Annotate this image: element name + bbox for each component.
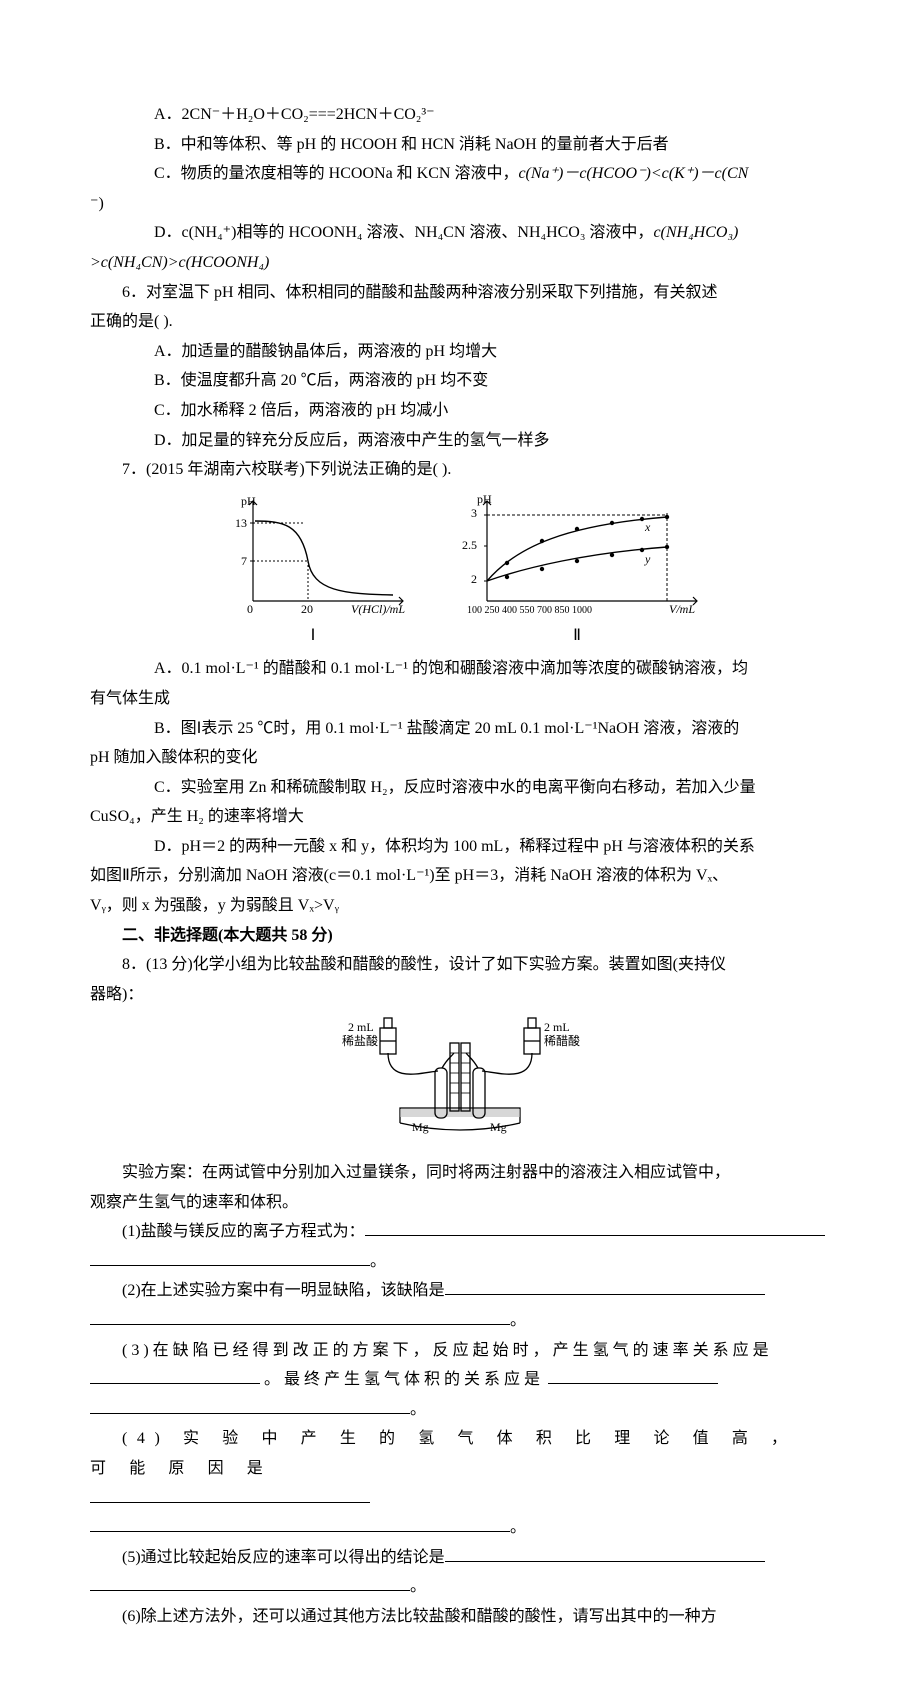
chart2-ytick-25: 2.5	[462, 538, 477, 552]
q8-stem-2: 器略)：	[90, 980, 830, 1010]
q6-stem-a: 6．对室温下 pH 相同、体积相同的醋酸和盐酸两种溶液分别采取下列措施，有关叙述	[90, 278, 830, 308]
q8-p5-text: (5)通过比较起始反应的速率可以得出的结论是	[122, 1549, 445, 1566]
q5-opt-c-pre: C．物质的量浓度相等的 HCOONa 和 KCN 溶液中，	[154, 165, 518, 182]
q5-opt-a: A．2CN⁻＋H₂O＋CO₂===2HCN＋CO₂³⁻	[90, 100, 830, 130]
q8-p2-text: (2)在上述实验方案中有一明显缺陷，该缺陷是	[122, 1282, 445, 1299]
chart1-origin: 0	[247, 602, 253, 616]
blank-field[interactable]	[90, 1395, 410, 1414]
chart-2-svg: pH 3 2.5 2 100 250 400 550 700 850 1000 …	[447, 491, 707, 621]
q8-p5: (5)通过比较起始反应的速率可以得出的结论是	[90, 1543, 830, 1573]
q8-p3b-text: 。最终产生氢气体积的关系应是	[264, 1371, 544, 1388]
chart2-ytick-2: 2	[471, 572, 477, 586]
q7-opt-b1: B．图Ⅰ表示 25 ℃时，用 0.1 mol·L⁻¹ 盐酸滴定 20 mL 0.…	[90, 714, 830, 744]
chart1-ytick-7: 7	[241, 554, 247, 568]
q7-stem: 7．(2015 年湖南六校联考)下列说法正确的是( ).	[90, 455, 830, 485]
q5-opt-b: B．中和等体积、等 pH 的 HCOOH 和 HCN 消耗 NaOH 的量前者大…	[90, 130, 830, 160]
q7-opt-b2: pH 随加入酸体积的变化	[90, 743, 830, 773]
q5-opt-d-pre: D．c(NH₄⁺)相等的 HCOONH₄ 溶液、NH₄CN 溶液、NH₄HCO₃…	[154, 224, 653, 241]
chart1-caption: Ⅰ	[213, 621, 413, 651]
q5-opt-d: D．c(NH₄⁺)相等的 HCOONH₄ 溶液、NH₄CN 溶液、NH₄HCO₃…	[90, 218, 830, 248]
q8-p4: (4) 实 验 中 产 生 的 氢 气 体 积 比 理 论 值 高 ， 可 能 …	[90, 1424, 830, 1483]
blank-field[interactable]	[90, 1366, 260, 1385]
q7-opt-c1: C．实验室用 Zn 和稀硫酸制取 H₂，反应时溶液中水的电离平衡向右移动，若加入…	[90, 773, 830, 803]
chart2-ytick-3: 3	[471, 506, 477, 520]
q8-p1: (1)盐酸与镁反应的离子方程式为：	[90, 1217, 830, 1247]
app-right-a: 2 mL	[544, 1020, 570, 1034]
q7-opt-d2: 如图Ⅱ所示，分别滴加 NaOH 溶液(c＝0.1 mol·L⁻¹)至 pH＝3，…	[90, 861, 830, 891]
apparatus-svg: 2 mL 稀盐酸 2 mL 稀醋酸 Mg Mg	[330, 1013, 590, 1143]
q6-opt-a: A．加适量的醋酸钠晶体后，两溶液的 pH 均增大	[90, 337, 830, 367]
q7-opt-d3: Vᵧ，则 x 为强酸，y 为弱酸且 Vₓ>Vᵧ	[90, 891, 830, 921]
q8-p4-line3: 。	[90, 1513, 830, 1543]
app-left-a: 2 mL	[348, 1020, 374, 1034]
chart2-xlabel: V/mL	[669, 602, 695, 616]
q5-opt-d-line2: >c(NH₄CN)>c(HCOONH₄)	[90, 248, 830, 278]
q8-apparatus: 2 mL 稀盐酸 2 mL 稀醋酸 Mg Mg	[90, 1013, 830, 1154]
q8-p5-line2: 。	[90, 1572, 830, 1602]
q8-p6: (6)除上述方法外，还可以通过其他方法比较盐酸和醋酸的酸性，请写出其中的一种方	[90, 1602, 830, 1632]
q8-p1-line2: 。	[90, 1247, 830, 1277]
blank-field[interactable]	[90, 1573, 410, 1592]
q5-opt-d-line2-text: >c(NH₄CN)>c(HCOONH₄)	[90, 254, 269, 271]
q5-opt-c: C．物质的量浓度相等的 HCOONa 和 KCN 溶液中，c(Na⁺)－c(HC…	[90, 159, 830, 189]
q8-p3-line: 。最终产生氢气体积的关系应是	[90, 1365, 830, 1395]
chart1-ylabel: pH	[241, 494, 256, 508]
chart1-curve	[255, 521, 393, 595]
app-left-b: 稀盐酸	[342, 1033, 378, 1048]
q7-opt-a2: 有气体生成	[90, 684, 830, 714]
blank-field[interactable]	[90, 1306, 510, 1325]
chart2-ylabel: pH	[477, 492, 492, 506]
app-mg-r: Mg	[490, 1120, 507, 1134]
blank-field[interactable]	[445, 1543, 765, 1562]
section2-heading-text: 二、非选择题(本大题共 58 分)	[122, 927, 333, 944]
blank-field[interactable]	[365, 1218, 825, 1237]
app-right-b: 稀醋酸	[544, 1033, 580, 1048]
q6-stem-b: 正确的是( ).	[90, 307, 830, 337]
app-mg-l: Mg	[412, 1120, 429, 1134]
q8-plan-2: 观察产生氢气的速率和体积。	[90, 1188, 830, 1218]
chart2-curve-y	[487, 547, 667, 581]
chart-1-svg: pH 13 7 20 0 V(HCl)/mL	[213, 491, 413, 621]
q6-opt-b: B．使温度都升高 20 ℃后，两溶液的 pH 均不变	[90, 366, 830, 396]
blank-field[interactable]	[90, 1514, 510, 1533]
chart2-label-x: x	[644, 520, 651, 534]
q7-figures: pH 13 7 20 0 V(HCl)/mL pH 3 2.5 2 100 25…	[90, 491, 830, 651]
blank-field[interactable]	[445, 1277, 765, 1296]
q6-opt-c: C．加水稀释 2 倍后，两溶液的 pH 均减小	[90, 396, 830, 426]
q5-opt-d-expr: c(NH₄HCO₃)	[653, 224, 738, 241]
q7-opt-c2: CuSO₄，产生 H₂ 的速率将增大	[90, 802, 830, 832]
chart1-ytick-13: 13	[235, 516, 247, 530]
q8-p2-line2: 。	[90, 1306, 830, 1336]
chart2-xticks: 100 250 400 550 700 850 1000	[467, 605, 592, 616]
q8-p1-text: (1)盐酸与镁反应的离子方程式为：	[122, 1223, 365, 1240]
q7-opt-a1: A．0.1 mol·L⁻¹ 的醋酸和 0.1 mol·L⁻¹ 的饱和硼酸溶液中滴…	[90, 654, 830, 684]
q5-opt-c-tail: ⁻)	[90, 189, 830, 219]
blank-field[interactable]	[90, 1484, 370, 1503]
q8-p3a: (3)在缺陷已经得到改正的方案下，反应起始时，产生氢气的速率关系应是	[90, 1336, 830, 1366]
q8-p4-line2	[90, 1484, 830, 1514]
section2-heading: 二、非选择题(本大题共 58 分)	[90, 921, 830, 951]
blank-field[interactable]	[548, 1366, 718, 1385]
q8-plan-1: 实验方案：在两试管中分别加入过量镁条，同时将两注射器中的溶液注入相应试管中，	[90, 1158, 830, 1188]
chart2-label-y: y	[644, 552, 651, 566]
blank-field[interactable]	[90, 1247, 370, 1266]
q8-p3-line2: 。	[90, 1395, 830, 1425]
q7-opt-d1: D．pH＝2 的两种一元酸 x 和 y，体积均为 100 mL，稀释过程中 pH…	[90, 832, 830, 862]
chart2-caption: Ⅱ	[447, 621, 707, 651]
q8-stem-1: 8．(13 分)化学小组为比较盐酸和醋酸的酸性，设计了如下实验方案。装置如图(夹…	[90, 950, 830, 980]
chart1-xlabel: V(HCl)/mL	[351, 602, 405, 616]
q5-opt-c-expr: c(Na⁺)－c(HCOO⁻)<c(K⁺)－c(CN	[518, 165, 748, 182]
q6-opt-d: D．加足量的锌充分反应后，两溶液中产生的氢气一样多	[90, 426, 830, 456]
chart1-xtick-20: 20	[301, 602, 313, 616]
